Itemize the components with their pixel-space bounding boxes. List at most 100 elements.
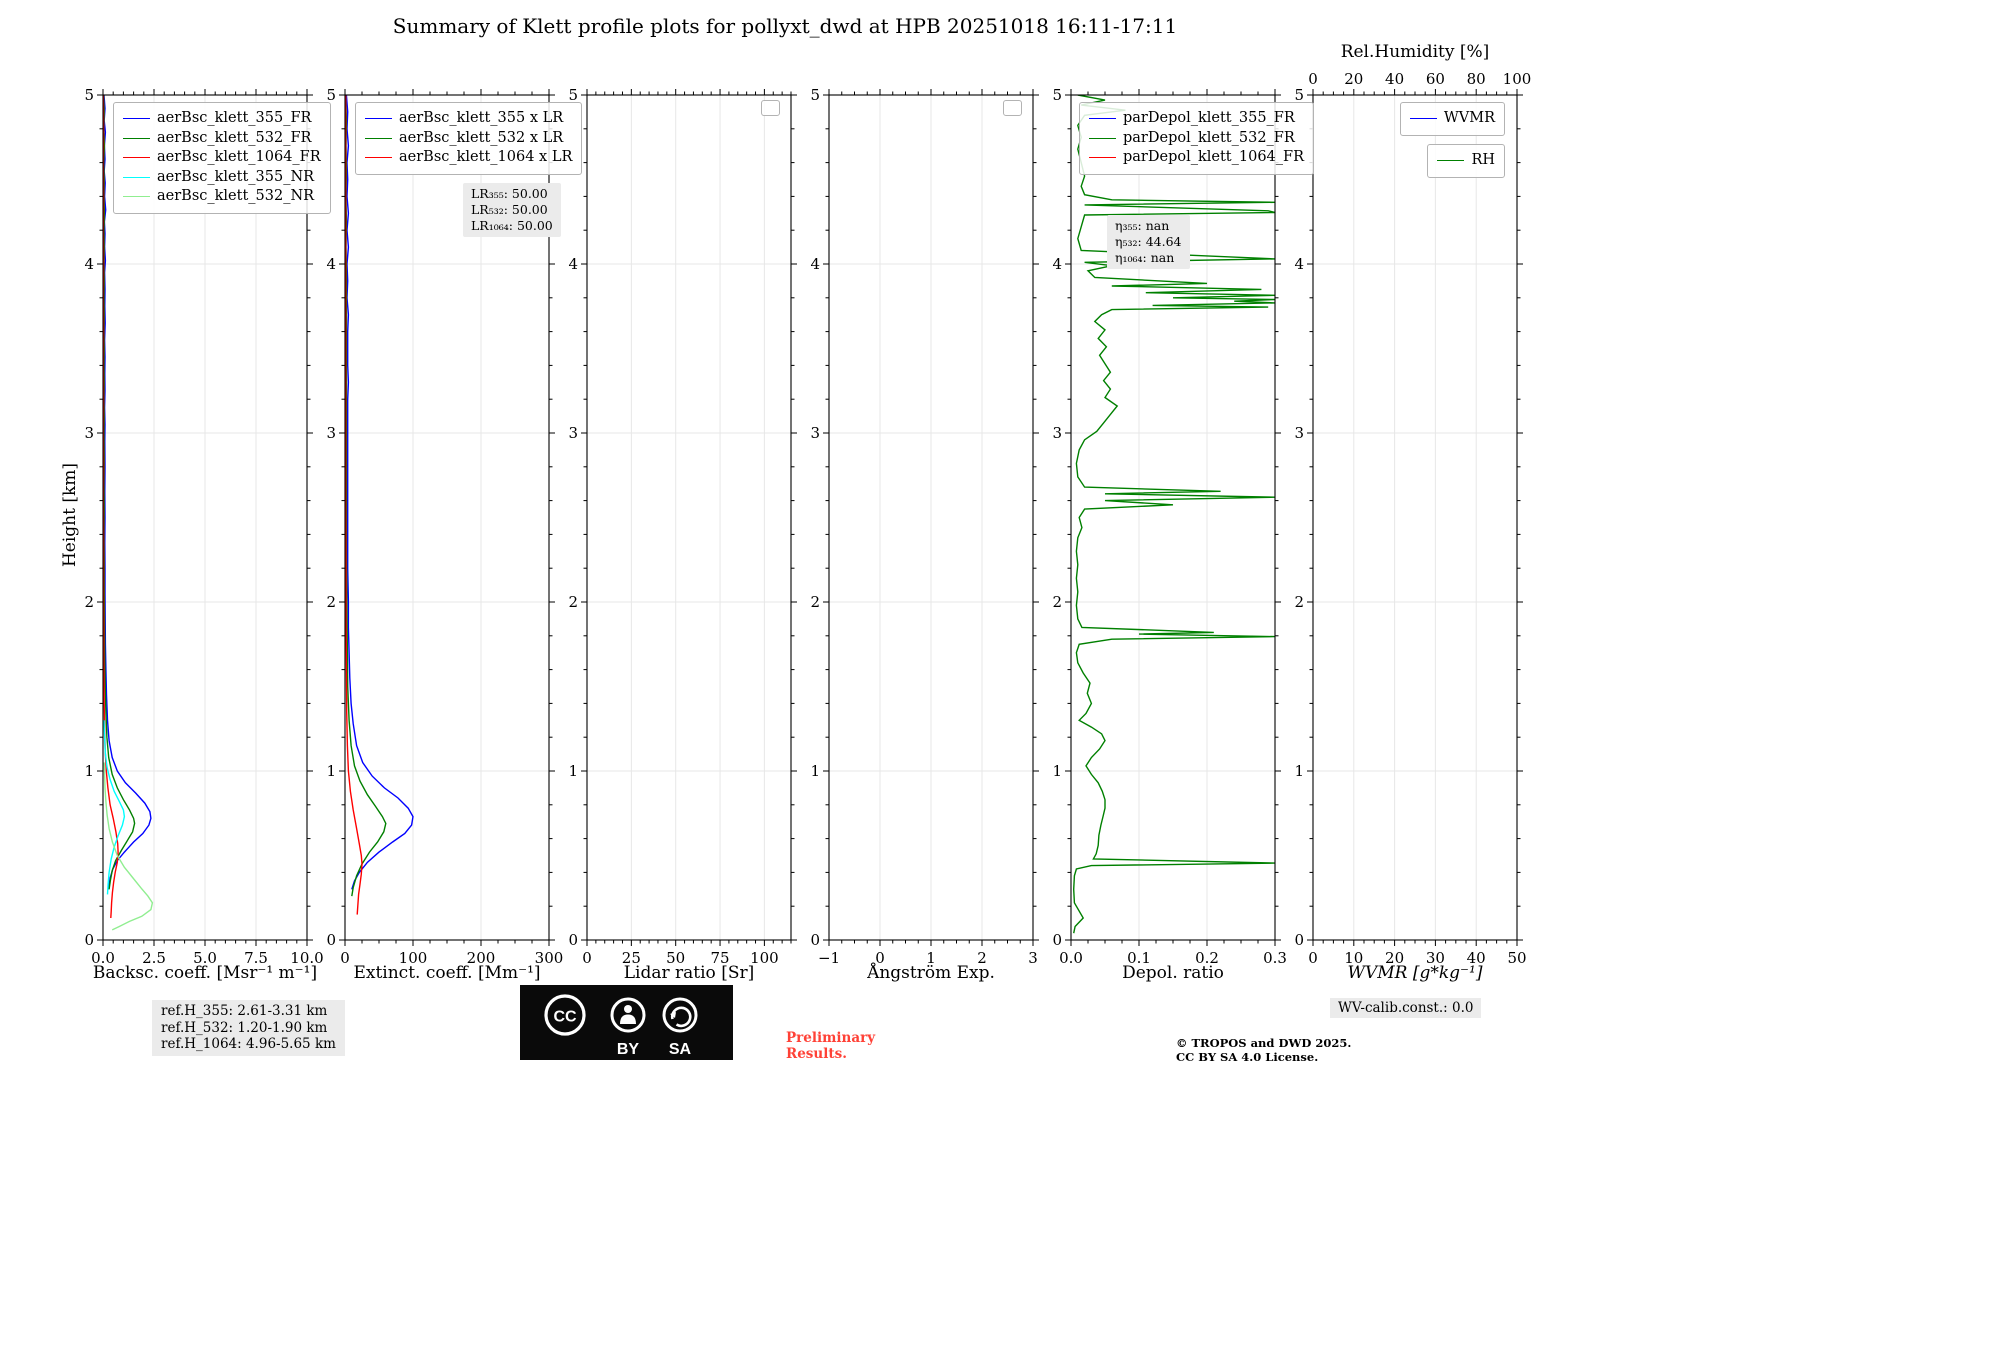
svg-text:3: 3	[810, 424, 820, 442]
series-parDepol_klett_532_FR	[1072, 95, 1275, 934]
svg-text:10: 10	[1344, 949, 1363, 967]
xlabel-backscatter: Backsc. coeff. [Msr⁻¹ m⁻¹]	[92, 963, 318, 983]
legend-entry: aerBsc_klett_355 x LR	[365, 109, 572, 129]
svg-text:40: 40	[1467, 949, 1486, 967]
legend-entry: aerBsc_klett_1064_FR	[123, 148, 321, 168]
svg-text:0: 0	[84, 931, 94, 949]
svg-text:1: 1	[810, 762, 820, 780]
top-axis-label: Rel.Humidity [%]	[1340, 42, 1490, 62]
series-aerBsc_klett_532_x_LR	[345, 95, 387, 897]
annotation-line: LR₃₅₅: 50.00	[471, 186, 548, 201]
svg-text:0: 0	[1308, 70, 1318, 88]
legend-line-sample-icon	[123, 196, 150, 198]
annotation-line: LR₅₃₂: 50.00	[471, 202, 548, 217]
legend-line-sample-icon	[1409, 118, 1437, 120]
svg-text:0: 0	[1052, 931, 1062, 949]
svg-text:7.5: 7.5	[244, 949, 268, 967]
svg-text:50: 50	[1507, 949, 1526, 967]
annotation-line: η₃₅₅: nan	[1115, 218, 1170, 233]
svg-text:100: 100	[750, 949, 779, 967]
legend-panel-5: parDepol_klett_355_FR parDepol_klett_532_…	[1079, 102, 1315, 175]
legend-entry: aerBsc_klett_532_NR	[123, 187, 321, 207]
series-aerBsc_klett_532_NR	[103, 762, 154, 931]
legend-label: WVMR	[1443, 110, 1495, 126]
by-person-body-icon	[620, 1014, 636, 1024]
svg-text:80: 80	[1467, 70, 1486, 88]
svg-text:40: 40	[1385, 70, 1404, 88]
svg-text:0: 0	[1294, 931, 1304, 949]
preliminary-line-2: Results.	[786, 1046, 847, 1062]
svg-text:2.5: 2.5	[142, 949, 166, 967]
svg-text:3: 3	[1294, 424, 1304, 442]
legend-line-sample-icon	[123, 176, 150, 178]
legend-panel-6-wvmr: WVMR	[1399, 102, 1505, 136]
svg-text:3: 3	[1052, 424, 1062, 442]
svg-text:100: 100	[1503, 70, 1532, 88]
cc-license-badge: CC BY SA	[520, 985, 733, 1060]
xlabel-angstrom: Ångström Exp.	[867, 963, 995, 983]
legend-entry: RH	[1437, 151, 1495, 171]
legend-entry: parDepol_klett_1064_FR	[1089, 148, 1304, 168]
legend-entry: parDepol_klett_355_FR	[1089, 109, 1304, 129]
svg-text:4: 4	[568, 255, 578, 273]
svg-text:2: 2	[568, 593, 578, 611]
annotation-line: η₁₀₆₄: nan	[1115, 250, 1175, 265]
svg-text:300: 300	[535, 949, 564, 967]
legend-label: aerBsc_klett_1064 x LR	[399, 149, 573, 165]
svg-text:0: 0	[582, 949, 592, 967]
svg-text:3: 3	[568, 424, 578, 442]
xlabel-wvmr: WVMR [g*kg⁻¹]	[1347, 963, 1483, 983]
cc-logo-circle	[544, 994, 586, 1036]
cc-sa-text: SA	[669, 1041, 692, 1058]
sa-arrow-icon	[670, 1006, 692, 1028]
eta-annotation: η₃₅₅: nan η₅₃₂: 44.64 η₁₀₆₄: nan	[1107, 215, 1190, 269]
svg-text:1: 1	[926, 949, 936, 967]
svg-text:5.0: 5.0	[193, 949, 217, 967]
legend-label: aerBsc_klett_355_NR	[157, 168, 315, 185]
legend-panel-1: aerBsc_klett_355_FR aerBsc_klett_532_FR ae…	[113, 102, 331, 214]
svg-text:5: 5	[84, 86, 94, 104]
panel-5-axes: 0.0 0.1 0.2 0.3 0 1 2 3 4 5	[1052, 86, 1286, 967]
svg-text:2: 2	[84, 593, 94, 611]
xlabel-depol-ratio: Depol. ratio	[1122, 963, 1224, 983]
svg-text:4: 4	[1052, 255, 1062, 273]
legend-line-sample-icon	[123, 118, 150, 120]
legend-panel-3-empty	[761, 100, 780, 116]
legend-line-sample-icon	[365, 137, 392, 139]
legend-line-sample-icon	[365, 118, 392, 120]
legend-label: parDepol_klett_532_FR	[1123, 129, 1295, 146]
legend-label: RH	[1471, 152, 1495, 168]
svg-text:−1: −1	[818, 949, 840, 967]
series-aerBsc_klett_1064_x_LR	[345, 95, 363, 915]
by-person-circle	[610, 997, 646, 1033]
legend-label: aerBsc_klett_532 x LR	[399, 129, 564, 146]
svg-text:2: 2	[977, 949, 987, 967]
svg-text:4: 4	[1294, 255, 1304, 273]
svg-text:1: 1	[1052, 762, 1062, 780]
legend-line-sample-icon	[1089, 118, 1116, 120]
svg-text:1: 1	[326, 762, 336, 780]
by-person-head-icon	[624, 1005, 632, 1013]
figure-title: Summary of Klett profile plots for polly…	[392, 14, 1178, 38]
svg-text:5: 5	[810, 86, 820, 104]
svg-text:1: 1	[1294, 762, 1304, 780]
svg-text:75: 75	[710, 949, 729, 967]
legend-entry: WVMR	[1409, 109, 1495, 129]
copyright-line-2: CC BY SA 4.0 License.	[1176, 1050, 1319, 1064]
svg-text:0: 0	[810, 931, 820, 949]
cc-logo-text: CC	[553, 1009, 577, 1026]
svg-text:200: 200	[467, 949, 496, 967]
legend-panel-4-empty	[1003, 100, 1022, 116]
legend-entry: aerBsc_klett_1064 x LR	[365, 148, 572, 168]
svg-text:2: 2	[326, 593, 336, 611]
svg-text:3: 3	[1028, 949, 1038, 967]
sa-circle	[662, 997, 698, 1033]
svg-text:30: 30	[1426, 949, 1445, 967]
legend-entry: parDepol_klett_532_FR	[1089, 129, 1304, 149]
reference-heights-box: ref.H_355: 2.61-3.31 km ref.H_532: 1.20-…	[152, 1000, 345, 1056]
legend-label: aerBsc_klett_1064_FR	[157, 149, 321, 165]
svg-text:5: 5	[1052, 86, 1062, 104]
svg-text:5: 5	[568, 86, 578, 104]
